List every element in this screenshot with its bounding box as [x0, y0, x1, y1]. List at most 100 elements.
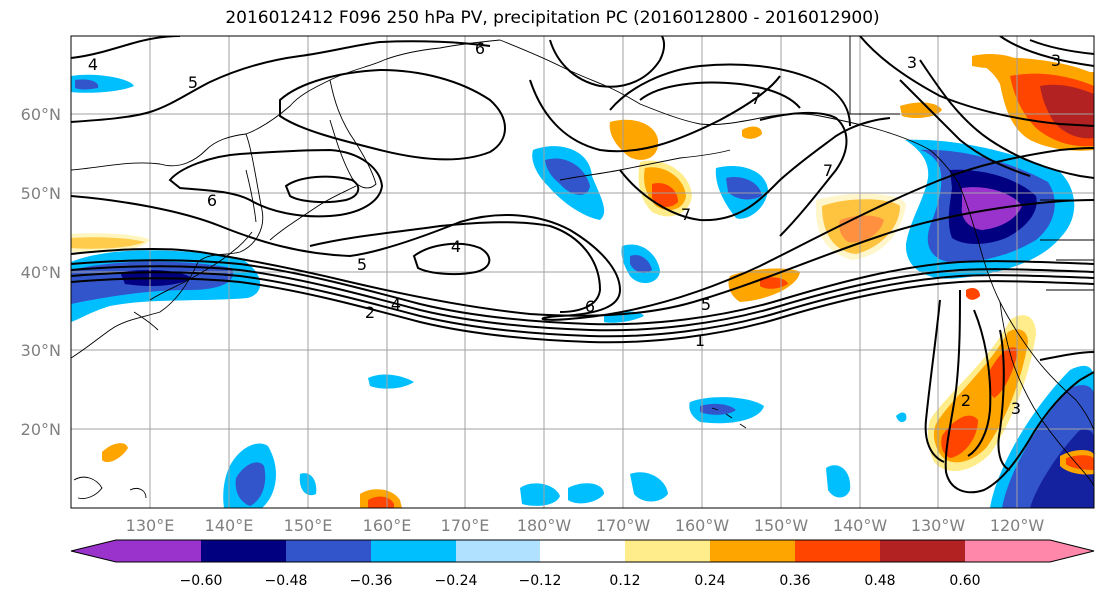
lon-axis: 130°E 140°E 150°E 160°E 170°E 180°W 170°… — [126, 516, 1045, 535]
contour-label: 7 — [681, 205, 691, 224]
coast-sea-asia-islands — [73, 476, 147, 499]
colorbar-cell — [880, 540, 966, 562]
contour-label: 2 — [961, 391, 971, 410]
pv-contour-4 — [71, 259, 1094, 326]
pv-contour-20 — [919, 59, 1094, 179]
lat-axis: 60°N 50°N 40°N 30°N 20°N — [21, 105, 61, 439]
precip-blob-sw-orange — [102, 443, 128, 463]
pv-contour-26 — [924, 299, 945, 463]
coastlines — [71, 36, 1094, 499]
pv-contour-1 — [71, 277, 1094, 344]
coast-hawaii — [711, 407, 747, 429]
lon-tick-label: 130°W — [911, 516, 966, 535]
contour-label: 3 — [1011, 399, 1021, 418]
colorbar-tick-label: −0.24 — [435, 573, 478, 589]
lat-tick-label: 30°N — [21, 341, 61, 360]
coast-japan — [133, 231, 253, 331]
coast-aleutian — [559, 149, 731, 181]
precip-blob-s5 — [520, 483, 560, 506]
colorbar-tick-label: 0.12 — [609, 573, 640, 589]
precip-blob-c3-red — [652, 182, 678, 207]
precip-blob-c2-orange — [609, 119, 659, 160]
lon-tick-label: 180°W — [517, 516, 572, 535]
pv-contour-17 — [609, 63, 851, 127]
precip-blob-nw-core — [75, 79, 99, 90]
coast-baja — [999, 301, 1035, 409]
contour-label: 7 — [751, 89, 761, 108]
pv-contour-27 — [997, 329, 1011, 471]
pv-contour-19 — [759, 111, 848, 237]
pv-contour-23 — [999, 36, 1094, 67]
precip-blob-s1 — [368, 374, 414, 389]
colorbar-cell — [201, 540, 287, 562]
precip-blob-s7 — [630, 472, 668, 502]
precip-blob-s10 — [896, 412, 907, 423]
colorbar-tick-label: 0.48 — [864, 573, 895, 589]
lat-tick-label: 60°N — [21, 105, 61, 124]
colorbar: −0.60 −0.48 −0.36 −0.24 −0.12 0.12 0.24 … — [70, 539, 1095, 589]
precip-blob-se-blue3 — [1030, 429, 1094, 508]
pv-contour-22 — [859, 36, 1094, 127]
contour-label: 1 — [695, 331, 705, 350]
coast-sakhalin — [245, 169, 257, 223]
precip-blob-w-yellow — [71, 233, 150, 253]
coast-kamchatka — [329, 79, 377, 189]
coast-kuril — [269, 185, 357, 241]
lon-tick-label: 170°W — [596, 516, 651, 535]
contour-label: 4 — [88, 55, 98, 74]
colorbar-tick-label: −0.60 — [180, 573, 223, 589]
pv-contour-14 — [549, 36, 665, 88]
pv-contour-12 — [309, 221, 602, 313]
precip-blob-s6 — [568, 483, 604, 504]
pv-contour-24 — [1029, 39, 1094, 55]
contour-label: 3 — [1051, 51, 1061, 70]
lon-tick-label: 170°E — [441, 516, 490, 535]
page-title: 2016012412 F096 250 hPa PV, precipitatio… — [225, 8, 880, 28]
lon-tick-label: 150°W — [754, 516, 809, 535]
contour-label: 6 — [207, 191, 217, 210]
contour-label: 7 — [823, 161, 833, 180]
precip-blob-c9-yellow — [815, 193, 906, 260]
colorbar-cell — [625, 540, 711, 562]
contour-labels: 6 5 6 4 5 4 2 7 7 6 5 1 3 3 2 3 7 4 — [88, 39, 1061, 418]
pv-contour-21 — [899, 79, 1031, 177]
pv-contour-15 — [529, 75, 781, 153]
precip-blob-c6-core — [630, 254, 652, 273]
precip-blob-small-orange — [966, 288, 980, 300]
border-us-states — [1040, 239, 1094, 291]
lon-tick-label: 140°E — [205, 516, 254, 535]
pv-contour-7 — [71, 40, 491, 123]
coast-mexico — [1033, 407, 1094, 487]
precip-blob-c5-orange — [742, 126, 762, 139]
pv-contour-6 — [71, 147, 1094, 321]
colorbar-tick-label: −0.36 — [350, 573, 393, 589]
colorbar-tick-label: 0.36 — [779, 573, 810, 589]
precip-blob-s2-core — [235, 462, 266, 506]
contour-label: 2 — [365, 303, 375, 322]
contour-label: 5 — [357, 255, 367, 274]
contour-label: 4 — [391, 295, 401, 314]
lon-tick-label: 140°W — [833, 516, 888, 535]
lat-tick-label: 50°N — [21, 184, 61, 203]
precip-blob-c9-red — [839, 215, 884, 243]
colorbar-cell — [710, 540, 796, 562]
lat-tick-label: 20°N — [21, 420, 61, 439]
pv-contour-3 — [71, 265, 1094, 332]
contour-label: 6 — [475, 39, 485, 58]
lon-tick-label: 120°W — [990, 516, 1045, 535]
lon-tick-label: 130°E — [126, 516, 175, 535]
colorbar-tick-label: −0.12 — [519, 573, 562, 589]
precip-blob-ne-top-orange2 — [972, 54, 1022, 69]
lat-tick-label: 40°N — [21, 263, 61, 282]
colorbar-cell — [1050, 540, 1094, 562]
pv-contour-10 — [284, 175, 360, 204]
colorbar-cell — [965, 540, 1051, 562]
pv-contour-25 — [944, 289, 1094, 494]
pv-contour-2 — [71, 271, 1094, 338]
contour-label: 5 — [701, 295, 711, 314]
colorbar-tick-label: −0.48 — [265, 573, 308, 589]
lon-tick-label: 150°E — [284, 516, 333, 535]
precip-blob-s8-core — [700, 403, 736, 415]
colorbar-cell — [116, 540, 202, 562]
pv-contour-13 — [279, 68, 506, 161]
